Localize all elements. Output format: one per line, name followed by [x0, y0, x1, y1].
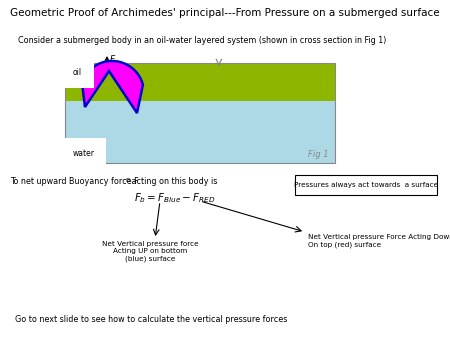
FancyBboxPatch shape — [295, 175, 437, 195]
Text: To net upward Buoyancy force F: To net upward Buoyancy force F — [10, 177, 139, 186]
Text: acting on this body is: acting on this body is — [129, 177, 217, 186]
Bar — [65, 101, 335, 163]
Text: Fig 1: Fig 1 — [308, 150, 329, 159]
Text: Pressures always act towards  a surface: Pressures always act towards a surface — [294, 182, 438, 188]
Polygon shape — [82, 61, 143, 113]
Text: $F_s$: $F_s$ — [109, 54, 119, 67]
Text: water: water — [73, 149, 95, 158]
Text: Consider a submerged body in an oil-water layered system (shown in cross section: Consider a submerged body in an oil-wate… — [18, 36, 387, 45]
Bar — [65, 63, 335, 101]
Bar — [65, 63, 335, 163]
Text: oil: oil — [73, 68, 82, 77]
Text: Geometric Proof of Archimedes' principal---From Pressure on a submerged surface: Geometric Proof of Archimedes' principal… — [10, 8, 440, 18]
Text: $F_b = F_{Blue} - F_{RED}$: $F_b = F_{Blue} - F_{RED}$ — [134, 191, 216, 205]
Text: Net Vertical pressure Force Acting Down
On top (red) surface: Net Vertical pressure Force Acting Down … — [308, 234, 450, 247]
Text: Net Vertical pressure force
Acting UP on bottom
(blue) surface: Net Vertical pressure force Acting UP on… — [102, 241, 198, 262]
Text: B: B — [125, 178, 129, 184]
Text: Go to next slide to see how to calculate the vertical pressure forces: Go to next slide to see how to calculate… — [15, 315, 288, 324]
